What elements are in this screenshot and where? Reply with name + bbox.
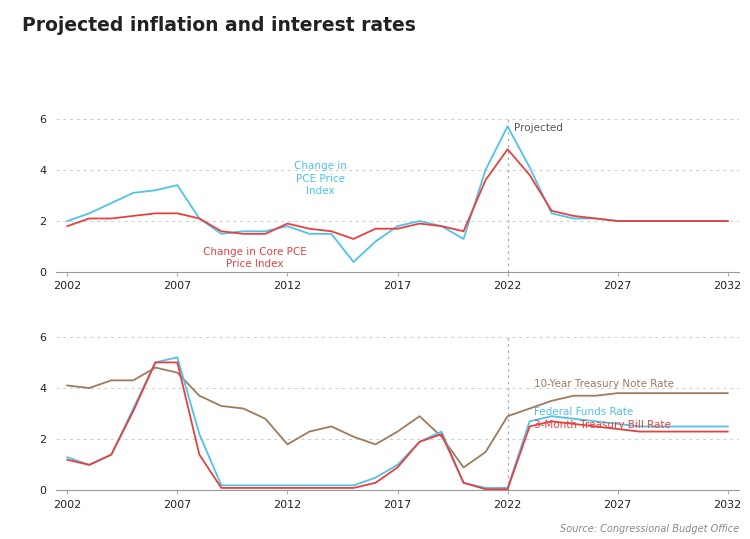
Text: 10-Year Treasury Note Rate: 10-Year Treasury Note Rate [534, 379, 674, 389]
Text: Source: Congressional Budget Office: Source: Congressional Budget Office [560, 523, 739, 534]
Text: Projected inflation and interest rates: Projected inflation and interest rates [22, 16, 416, 35]
Text: Change in Core PCE
Price Index: Change in Core PCE Price Index [202, 247, 306, 270]
Text: Projected: Projected [514, 123, 563, 133]
Text: Federal Funds Rate: Federal Funds Rate [534, 407, 633, 417]
Text: Change in
PCE Price
Index: Change in PCE Price Index [294, 161, 347, 196]
Text: 3-Month Treasury Bill Rate: 3-Month Treasury Bill Rate [534, 420, 670, 430]
